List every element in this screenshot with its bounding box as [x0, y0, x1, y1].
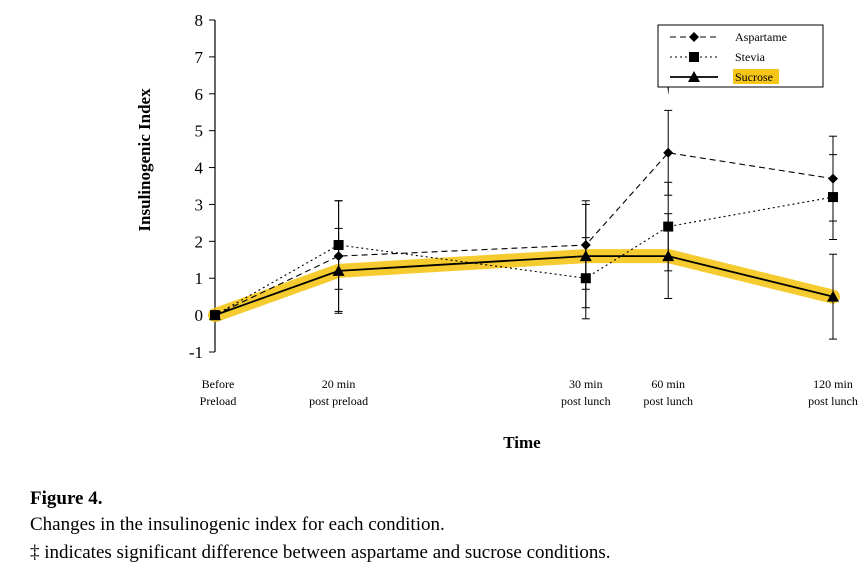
legend-marker-sucrose — [688, 71, 700, 82]
series-lines — [209, 147, 839, 321]
y-tick-label: 4 — [195, 159, 204, 178]
y-tick-label: 2 — [195, 232, 204, 251]
error-bars — [334, 109, 837, 340]
x-axis-label: Time — [503, 433, 541, 452]
x-tick-label-line1: 120 min — [813, 377, 853, 391]
x-tick-label-line2: post lunch — [808, 394, 858, 408]
y-tick-label: 6 — [195, 85, 204, 104]
y-axis: -1 0 1 2 3 4 5 6 7 8 — [189, 11, 216, 362]
x-tick-label-line1: 30 min — [569, 377, 603, 391]
y-tick-label: -1 — [189, 343, 203, 362]
series-line-aspartame — [214, 152, 834, 316]
point-stevia — [580, 273, 591, 284]
point-stevia — [333, 240, 344, 251]
point-sucrose — [332, 264, 345, 276]
x-tick-label-line2: post preload — [309, 394, 368, 408]
x-tick-label-line2: post lunch — [561, 394, 611, 408]
y-tick-label: 8 — [195, 11, 204, 30]
x-tick-labels: Before Preload 20 min post preload 30 min pos… — [200, 377, 858, 408]
highlight-band — [208, 249, 840, 323]
y-tick-label: 7 — [195, 48, 204, 67]
line-chart: -1 0 1 2 3 4 5 6 7 8 Before Preload 20 min post prel… — [135, 11, 858, 452]
point-aspartame — [663, 147, 674, 158]
legend-label-aspartame: Aspartame — [735, 30, 787, 44]
legend-marker-aspartame — [689, 32, 699, 42]
y-tick-label: 1 — [195, 269, 204, 288]
y-tick-label: 3 — [195, 195, 204, 214]
legend-label-sucrose: Sucrose — [735, 70, 773, 84]
figure-caption-line1: Changes in the insulinogenic index for e… — [30, 514, 445, 535]
legend: Aspartame Stevia Sucrose — [657, 24, 824, 88]
legend-marker-stevia — [689, 52, 699, 62]
figure-title: Figure 4. — [30, 488, 103, 509]
point-sucrose — [579, 250, 592, 262]
point-aspartame — [828, 173, 838, 184]
point-sucrose — [827, 290, 839, 302]
x-tick-label-line2: post lunch — [643, 394, 693, 408]
y-tick-label: 0 — [195, 306, 204, 325]
figure-caption-line2: ‡ indicates significant difference betwe… — [30, 542, 611, 563]
x-tick-label-line2: Preload — [200, 394, 237, 408]
point-sucrose — [209, 309, 221, 321]
point-stevia — [828, 192, 838, 203]
sucrose-highlight-band — [208, 249, 840, 323]
point-aspartame — [580, 240, 591, 251]
y-axis-label: Insulinogenic Index — [135, 88, 154, 232]
x-tick-label-line1: 20 min — [322, 377, 356, 391]
x-tick-label-line1: 60 min — [651, 377, 685, 391]
legend-highlight — [733, 69, 779, 84]
y-tick-label: 5 — [195, 122, 204, 141]
point-stevia — [663, 221, 674, 232]
point-aspartame — [333, 251, 344, 262]
x-tick-label-line1: Before — [202, 377, 235, 391]
legend-label-stevia: Stevia — [735, 50, 766, 64]
point-sucrose — [662, 250, 675, 262]
